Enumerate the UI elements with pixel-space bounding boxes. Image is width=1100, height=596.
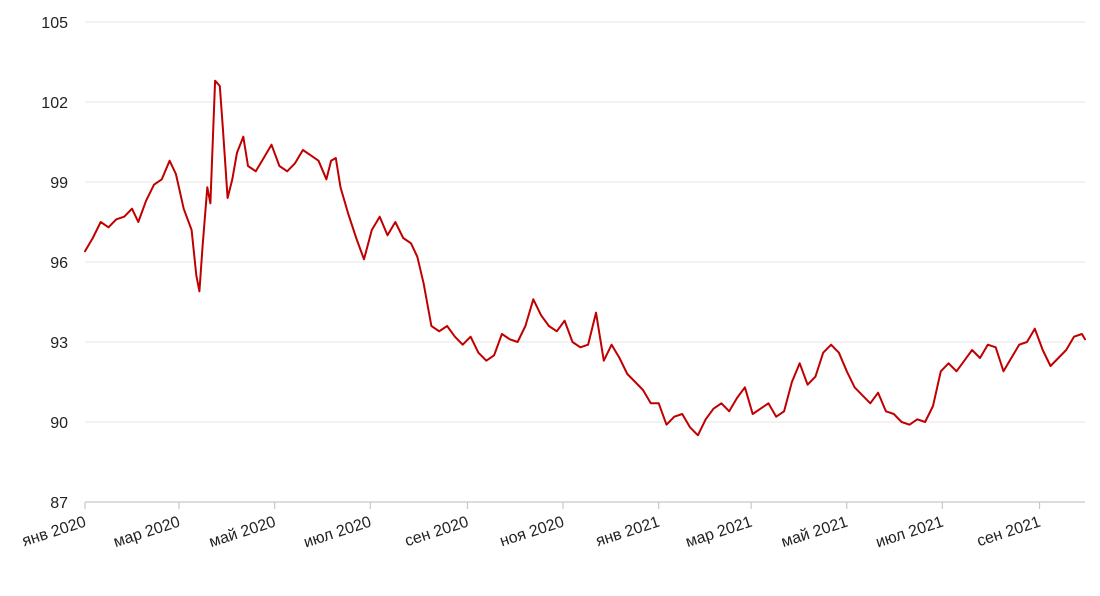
y-tick-label: 87 <box>50 495 68 512</box>
x-tick-label: июл 2021 <box>874 514 946 552</box>
x-tick-label: июл 2020 <box>302 514 374 552</box>
x-tick-label: сен 2021 <box>975 514 1043 551</box>
x-tick-label: ноя 2020 <box>498 514 567 551</box>
series-group <box>84 79 1086 437</box>
x-tick-label: май 2021 <box>779 514 850 551</box>
x-tick-label: сен 2020 <box>403 514 471 551</box>
y-tick-label: 96 <box>50 255 68 272</box>
series-line <box>84 79 1086 437</box>
x-tick-label: мар 2021 <box>684 514 755 551</box>
x-tick-label: май 2020 <box>207 514 278 551</box>
x-axis: янв 2020 мар 2020 май 2020 июл 2020 сен 2020… <box>20 501 1085 552</box>
y-tick-label: 93 <box>50 335 68 352</box>
y-tick-label: 99 <box>50 175 68 192</box>
x-tick-label: мар 2020 <box>112 514 183 551</box>
y-axis-tick-labels: 105 102 99 96 93 90 87 <box>41 15 68 512</box>
x-tick-label: янв 2021 <box>594 514 662 551</box>
y-tick-label: 90 <box>50 415 68 432</box>
y-tick-label: 105 <box>41 15 68 32</box>
x-tick-label: янв 2020 <box>20 514 88 551</box>
y-tick-label: 102 <box>41 95 68 112</box>
grid-lines <box>85 21 1085 423</box>
